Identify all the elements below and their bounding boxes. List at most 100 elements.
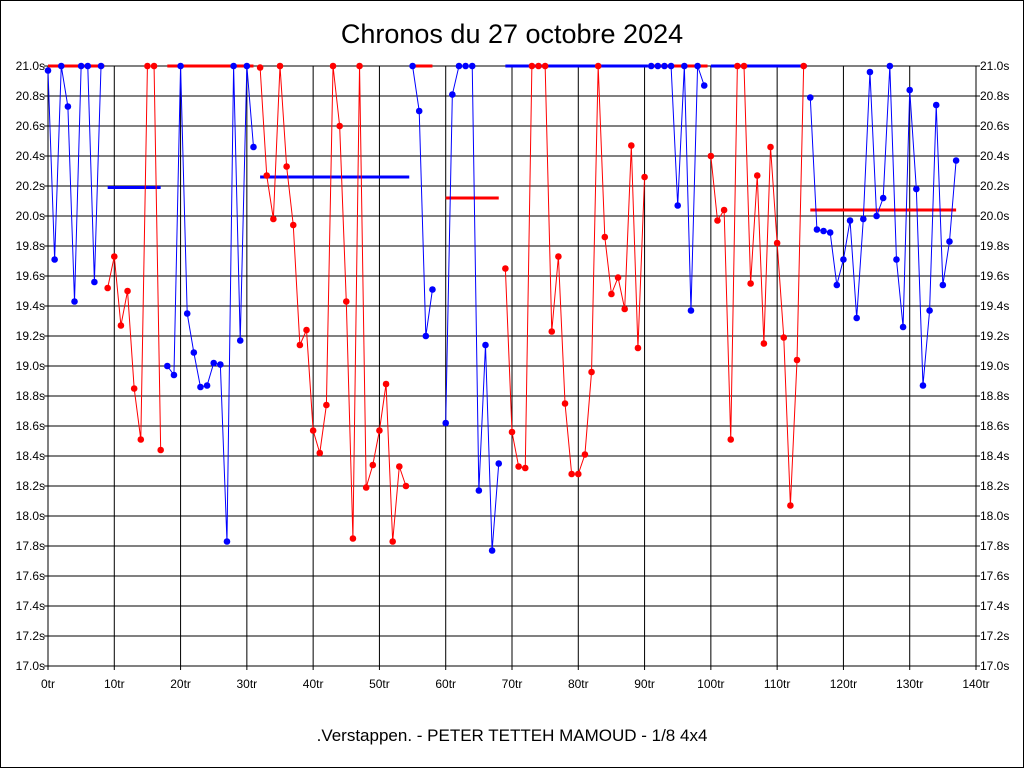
lap-point	[409, 62, 416, 70]
lap-point	[601, 233, 609, 241]
lap-point	[846, 217, 854, 224]
lap-point	[303, 326, 310, 334]
y-tick-label-left: 18.2s	[16, 479, 45, 493]
x-tick-label: 0tr	[41, 677, 55, 691]
y-tick-label-left: 19.2s	[16, 329, 45, 343]
lap-point	[323, 401, 330, 409]
lap-point	[873, 212, 880, 220]
lap-point	[833, 281, 841, 289]
lap-point	[614, 274, 622, 281]
lap-point	[289, 221, 297, 229]
y-tick-label-right: 17.8s	[980, 539, 1009, 553]
y-tick-label-right: 18.6s	[980, 419, 1009, 433]
y-tick-label-left: 19.6s	[16, 269, 45, 283]
lap-point	[866, 68, 874, 76]
lap-point	[932, 101, 940, 109]
lap-point	[647, 62, 655, 70]
lap-point	[767, 143, 774, 151]
y-tick-label-right: 18.2s	[980, 479, 1009, 493]
lap-point	[422, 332, 430, 340]
lap-point	[634, 344, 642, 352]
lap-point	[97, 62, 105, 70]
lap-point	[442, 419, 450, 427]
y-tick-label-left: 19.8s	[16, 239, 45, 253]
lap-point	[946, 238, 953, 245]
lap-point	[91, 278, 98, 286]
lap-point	[879, 194, 887, 202]
x-tick-label: 80tr	[568, 677, 589, 691]
y-tick-label-left: 20.6s	[16, 119, 45, 133]
lap-point	[230, 62, 237, 70]
lap-point	[336, 122, 343, 130]
x-tick-label: 70tr	[502, 677, 523, 691]
y-tick-label-left: 19.0s	[16, 359, 45, 373]
chart-caption: .Verstappen. - PETER TETTEH MAMOUD - 1/8…	[317, 726, 708, 745]
lap-point	[329, 62, 337, 70]
lap-point	[780, 334, 788, 341]
lap-point	[826, 229, 834, 236]
lap-point	[243, 62, 251, 70]
lap-point	[263, 172, 271, 179]
series-line	[504, 65, 646, 475]
lap-point	[581, 451, 589, 458]
lap-point	[210, 359, 218, 367]
y-tick-label-right: 17.2s	[980, 629, 1009, 643]
lap-point	[110, 253, 118, 260]
lap-point	[389, 538, 396, 545]
y-tick-label-left: 18.6s	[16, 419, 45, 433]
x-tick-label: 110tr	[764, 677, 790, 691]
lap-point	[760, 340, 768, 347]
y-tick-label-left: 18.4s	[16, 449, 45, 463]
lap-point	[806, 94, 814, 101]
lap-point	[296, 341, 304, 349]
lap-point	[396, 463, 403, 470]
lap-point	[71, 298, 78, 305]
y-tick-label-left: 17.8s	[16, 539, 45, 553]
y-tick-label-left: 17.0s	[16, 659, 45, 673]
lap-point	[840, 256, 847, 263]
lap-point	[356, 62, 363, 70]
y-tick-label-right: 19.6s	[980, 269, 1009, 283]
lap-point	[899, 323, 907, 331]
lap-point	[77, 62, 85, 70]
lap-point	[44, 67, 52, 74]
lap-point	[919, 382, 927, 389]
lap-point	[714, 217, 721, 224]
grid	[47, 65, 977, 667]
lap-point	[521, 464, 529, 472]
lap-point	[773, 239, 781, 247]
x-tick-label: 40tr	[303, 677, 324, 691]
lap-point	[342, 298, 350, 305]
lap-point	[51, 256, 58, 263]
lap-point	[362, 484, 370, 491]
lap-point	[250, 143, 257, 151]
lap-point	[753, 172, 761, 179]
lap-point	[203, 382, 211, 389]
lap-point	[488, 547, 496, 554]
y-axis-ticks: 17.0s 17.0s 17.2s 17.2s 17.4s 17.4s 17.6s 17.6s…	[16, 59, 1010, 673]
y-tick-label-left: 20.8s	[16, 89, 45, 103]
lap-point	[415, 107, 423, 115]
series-line	[809, 65, 957, 386]
lap-point	[170, 371, 178, 379]
chart-title: Chronos du 27 octobre 2024	[341, 19, 683, 49]
lap-point	[700, 82, 708, 89]
lap-point	[608, 290, 615, 298]
lap-point	[236, 337, 244, 344]
lap-point	[130, 385, 138, 392]
x-tick-label: 20tr	[170, 677, 191, 691]
x-tick-label: 50tr	[369, 677, 390, 691]
x-tick-label: 140tr	[962, 677, 989, 691]
lap-point	[309, 427, 317, 434]
lap-point	[548, 328, 556, 335]
lap-point	[787, 502, 794, 509]
lap-point	[707, 152, 715, 160]
lap-point	[687, 307, 695, 314]
y-tick-label-left: 20.4s	[16, 149, 45, 163]
lap-point	[376, 427, 383, 434]
series-line	[412, 65, 433, 337]
lap-point	[528, 62, 536, 70]
lap-point	[641, 173, 648, 181]
y-tick-label-right: 18.4s	[980, 449, 1009, 463]
